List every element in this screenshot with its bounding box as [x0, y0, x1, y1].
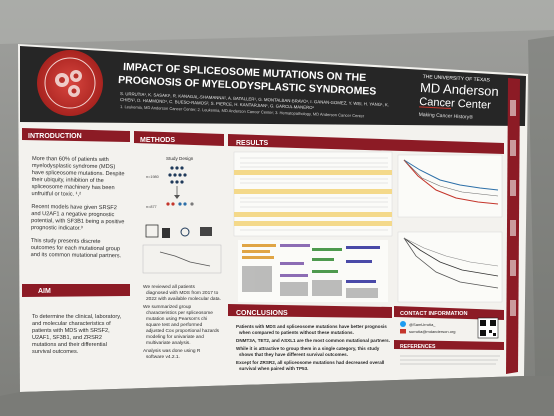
logo-md-anderson: MD Anderson [420, 80, 499, 99]
aim-header [22, 284, 130, 297]
conclusion-line: survival when paired with TP53. [239, 366, 308, 371]
mdanderson-logo: THE UNIVERSITY OF TEXAS MD Anderson Canc… [418, 74, 499, 121]
conclusions-header [228, 304, 392, 318]
oncoprint-heatmaps [238, 240, 388, 302]
n-sub-label: n=877 [146, 205, 157, 209]
strip-marker [510, 220, 516, 236]
conclusion-line: Patients with MDS and spliceosome mutati… [236, 324, 387, 329]
methods-heading: METHODS [140, 137, 175, 144]
methods-bullet-line: characteristics per spliceosome [146, 310, 213, 316]
contact-twitter: @SamUrrutia_ [409, 322, 436, 327]
conclusion-line: when compared to patients without these … [238, 330, 354, 335]
board-bottom [0, 376, 554, 416]
references-text [400, 355, 500, 365]
intro-p2-line: potential, with SF3B1 being a positive [31, 218, 124, 225]
strip-marker [510, 300, 516, 316]
strip-marker [510, 180, 516, 196]
methods-bullet-line: We reviewed all patients [143, 284, 196, 290]
contact-email: surrutia@mdanderson.org [409, 329, 456, 334]
study-design-pictogram [166, 166, 194, 206]
email-icon [400, 329, 406, 334]
methods-bullet-line: multivariate analysis. [146, 340, 191, 346]
results-table [233, 151, 393, 237]
conclusions-body: Patients with MDS and spliceosome mutati… [236, 324, 390, 371]
board-top-shade [0, 0, 554, 44]
aim-line: survival outcomes. [32, 349, 79, 355]
contact-heading: CONTACT INFORMATION [400, 311, 468, 317]
intro-p1-line: unfruitful or toxic. ¹,² [31, 191, 81, 198]
aim-line: U2AF1, SF3B1, and ZRSR2 [32, 335, 102, 341]
conclusion-line: DNMT3A, TET2, and ASXL1 are the most com… [236, 338, 390, 343]
methods-bullet-line: 2022 with available molecular data. [146, 296, 221, 302]
intro-p1-line: have spliceosome mutations. Despite [32, 170, 125, 177]
intro-p1-line: spliceosome machinery has been [32, 184, 115, 191]
results-heading: RESULTS [236, 140, 268, 147]
methods-bullet-line: We summarized group [143, 304, 191, 310]
methods-mini-curve [159, 251, 211, 267]
twitter-icon [400, 321, 406, 327]
aim-line: and molecular characteristics of [32, 321, 111, 327]
conclusion-line: Except for ZRSR2, all spliceosome mutati… [236, 360, 384, 365]
methods-bullet-line: modeling for univariate and [146, 334, 204, 340]
conclusions-heading: CONCLUSIONS [236, 310, 288, 317]
methods-bullet-line: diagnosed with MDS from 2017 to [146, 290, 219, 296]
introduction-heading: INTRODUCTION [28, 133, 82, 140]
logo-underline [419, 106, 452, 110]
n-total-label: n=1980 [146, 175, 159, 179]
chart-icon [162, 228, 170, 238]
methods-bullet-line: square test and performed [146, 322, 203, 328]
seal-cell-core [59, 77, 65, 83]
references-heading: REFERENCES [400, 344, 436, 350]
strip-marker [510, 260, 516, 276]
logo-university: THE UNIVERSITY OF TEXAS [422, 74, 490, 84]
logo-tagline: Making Cancer History® [418, 111, 473, 121]
survival-curve-chart-top [397, 154, 503, 218]
strip-marker [510, 100, 516, 116]
methods-bullet-line: adjusted Cox proportional hazards [146, 328, 220, 334]
intro-p1-line: their ubiquity, inhibition of the [32, 177, 104, 184]
methods-header [134, 131, 224, 146]
seal-cell-core [71, 88, 77, 94]
seal-ring [44, 57, 96, 109]
intro-p3-line: and its common mutational partners. [31, 252, 122, 259]
intro-p2-line: and U2AF1 a negative prognostic [31, 211, 114, 218]
intro-p1-line: More than 60% of patients with [32, 156, 109, 163]
methods-bullet-line: Analysis was done using R [143, 348, 201, 354]
aim-heading: AIM [38, 288, 51, 295]
methods-mini-chart [142, 244, 222, 274]
study-design-label: Study Design [166, 156, 194, 161]
survival-curve-chart-bottom [397, 231, 503, 303]
aim-body: To determine the clinical, laboratory, a… [32, 314, 122, 355]
aim-line: To determine the clinical, laboratory, [32, 314, 122, 320]
seal-cell-core [73, 73, 79, 79]
results-header [228, 134, 504, 154]
intro-p2-line: Recent models have given SRSF2 [31, 204, 117, 211]
qr-code [477, 317, 499, 339]
contact-header [394, 306, 504, 320]
dna-icon [180, 227, 190, 237]
methods-bullets: We reviewed all patients diagnosed with … [143, 284, 221, 360]
computer-icon [200, 227, 212, 236]
introduction-body: More than 60% of patients with myelodysp… [31, 156, 125, 259]
aim-line: mutations and their differential [32, 342, 107, 348]
conclusion-line: shows that they have different survival … [239, 352, 348, 357]
board-right-shade [528, 36, 554, 416]
aim-line: patients with MDS with SRSF2, [32, 328, 110, 334]
conclusion-line: While it is attractive to group them in … [236, 346, 380, 351]
intro-p3-line: This study presents discrete [31, 238, 101, 245]
references-header [394, 340, 504, 350]
header-band [20, 46, 526, 126]
methods-bullet-line: mutation using Pearson's chi [146, 316, 207, 322]
intro-p3-line: outcomes for each mutational group [31, 245, 120, 252]
data-icon [145, 224, 159, 238]
intro-p2-line: prognostic indicator.³ [31, 225, 83, 232]
strip-marker [510, 140, 516, 156]
ash-seal [37, 50, 103, 116]
intro-p1-line: myelodysplastic syndrome (MDS) [32, 163, 116, 170]
methods-bullet-line: software v4.2.1. [146, 354, 180, 360]
introduction-header [22, 128, 130, 142]
